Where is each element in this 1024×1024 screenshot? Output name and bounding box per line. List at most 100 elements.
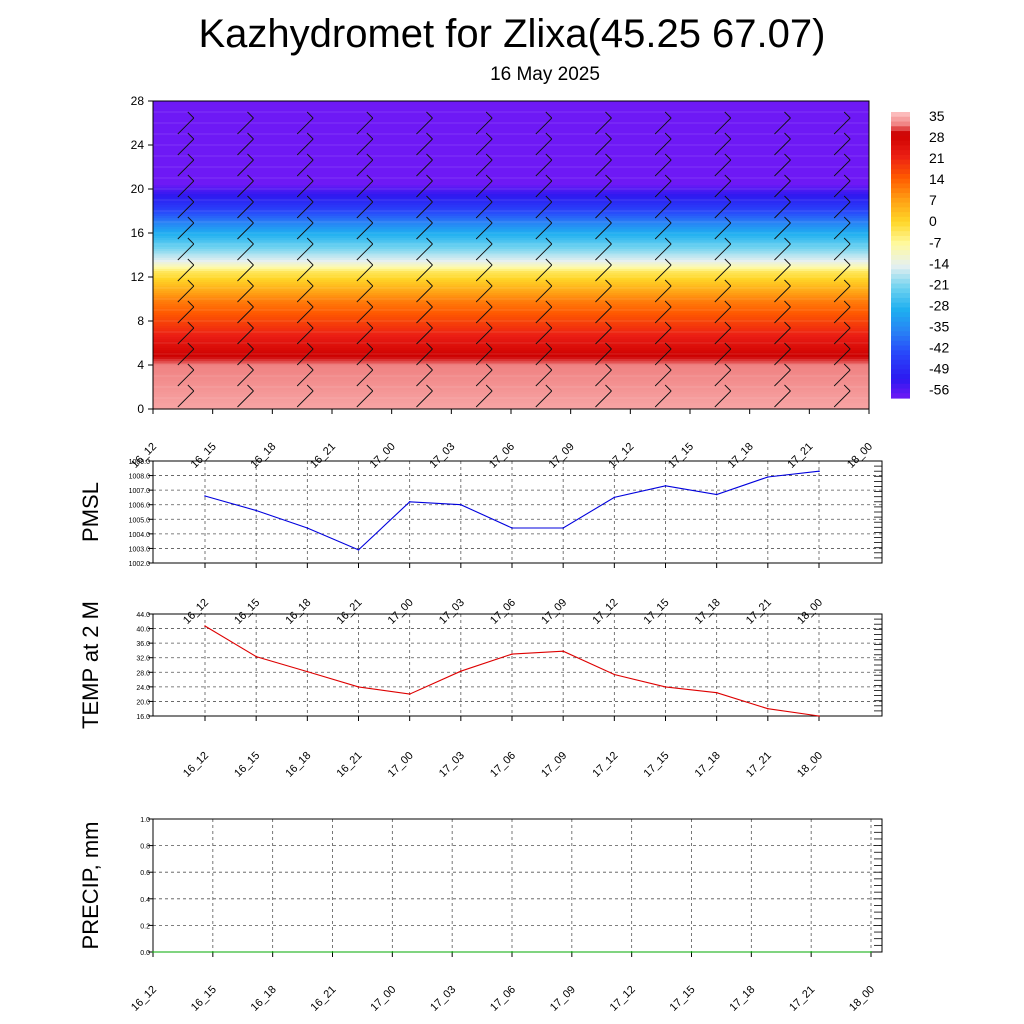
wind-barb-flag [426,321,433,329]
heatmap-band [153,153,869,157]
colorbar-segment [891,164,910,170]
colorbar-segment [891,226,910,232]
wind-barb [774,138,791,156]
wind-barb [177,243,195,261]
pmsl-x-tick-label: 17_18 [693,597,723,627]
precip-y-tick-label: 0.4 [140,897,150,904]
wind-barb [535,306,553,324]
heatmap-band [153,307,869,311]
wind-barb-flag [306,279,314,287]
colorbar-segment [891,188,910,194]
heatmap-band [153,277,869,280]
heatmap-band [153,402,869,406]
wind-barb-flag [843,384,851,392]
heatmap-band [153,378,869,381]
wind-barb [833,369,851,387]
precip-x-tick-label: 17_09 [548,984,578,1014]
wind-barb [356,306,374,324]
colorbar-segment [891,216,910,223]
heatmap-x-tick-label: 17_15 [666,441,696,471]
wind-barb [296,348,314,366]
heatmap-x-tick-label: 18_00 [845,441,875,471]
heatmap-band [153,299,869,302]
heatmap-band [153,134,869,137]
wind-barb-flag [485,216,493,224]
heatmap-band [153,371,869,375]
temp2m-y-tick-label: 40.0 [136,627,150,634]
wind-barb-flag [545,300,553,308]
heatmap-band [153,301,869,304]
wind-barb-flag [366,132,374,140]
heatmap-band [153,250,869,254]
wind-barb-flag [306,174,314,182]
wind-barb-flag [605,153,612,161]
heatmap-band [153,398,869,401]
wind-barb-flag [664,216,672,224]
wind-barb-flag [843,300,851,308]
pmsl-x-tick-label: 16_18 [283,597,313,627]
pmsl-data-point [408,501,411,503]
wind-barb [177,138,195,156]
wind-barb-flag [605,300,612,308]
wind-barb [595,327,612,345]
wind-barb-flag [426,258,433,266]
heatmap-band [153,376,869,379]
heatmap-band [153,241,869,245]
temp2m-data-point [306,670,309,673]
wind-barb-flag [605,237,612,245]
wind-barb [774,243,791,261]
heatmap-band [153,125,869,128]
heatmap-band [153,145,869,148]
wind-barb [714,285,732,303]
temp2m-x-tick-label: 17_03 [437,750,467,780]
colorbar-segment [891,235,910,242]
heatmap-band [153,107,869,111]
colorbar-segment [891,207,910,213]
heatmap-band [153,362,869,366]
heatmap-band [153,294,869,298]
wind-barb [714,222,732,240]
colorbar-segment [891,269,910,275]
heatmap-y-tick-label: 0 [137,402,144,416]
colorbar-label: 21 [929,150,945,166]
precip-x-tick-label: 17_18 [727,984,757,1014]
colorbar-segment [891,169,910,175]
wind-barb-flag [843,111,851,119]
temp2m-x-tick-label: 18_00 [795,750,825,780]
heatmap-band [153,270,869,274]
wind-barb [296,369,314,387]
wind-barb-flag [545,363,553,371]
heatmap-band [153,281,869,285]
pmsl-frame [152,460,883,564]
wind-barb [356,348,374,366]
wind-barb-flag [247,153,254,161]
colorbar-segment [891,112,910,118]
heatmap-band [153,349,869,353]
wind-barb [535,369,553,387]
wind-barb-flag [187,342,195,350]
colorbar-segment [891,197,910,204]
heatmap-band [153,263,869,267]
heatmap-band [153,395,869,399]
colorbar-segment [891,274,910,280]
colorbar-segment [891,159,910,166]
wind-barb [774,327,791,345]
wind-barb-flag [187,363,195,371]
heatmap-band [153,367,869,370]
wind-barb-flag [724,363,732,371]
heatmap-band [153,116,869,120]
temp2m-x-tick-label: 16_15 [232,750,262,780]
temp2m-data-point [767,707,769,710]
pmsl-x-tick-label: 16_21 [335,597,365,627]
precip-x-tick-label: 16_15 [189,984,219,1014]
temp2m-data-point [562,650,564,652]
wind-barb-flag [187,258,195,266]
wind-barb-flag [664,279,672,287]
temp2m-y-label: TEMP at 2 M [78,601,103,729]
heatmap-band [153,266,869,269]
wind-barb [833,285,851,303]
temp2m-panel: 16.0 20.0 24.0 28.0 32.0 36.0 40.0 44.0 16_12 16_… [78,601,883,780]
wind-barb-flag [485,279,493,287]
heatmap-band [153,224,869,227]
